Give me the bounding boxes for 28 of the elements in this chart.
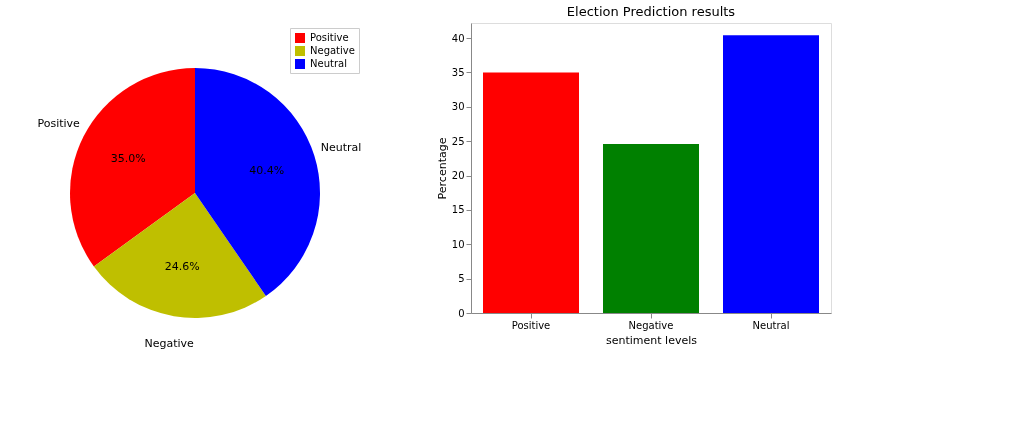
bar: [723, 35, 819, 313]
data-label: 35.0%: [110, 151, 146, 165]
bar: [603, 143, 699, 313]
x-tick-label: Negative: [628, 319, 674, 331]
y-tick-label: 10: [451, 238, 465, 250]
chart-title: Election Prediction results: [566, 4, 736, 19]
x-tick-label: Neutral: [752, 319, 790, 331]
y-tick-label: 40: [451, 32, 465, 44]
slice-label: Negative: [144, 336, 195, 350]
data-label: 40.4%: [249, 163, 285, 177]
y-tick-label: 0: [458, 307, 465, 319]
x-axis-title: sentiment levels: [606, 333, 698, 347]
y-axis-title: Percentage: [435, 137, 449, 200]
y-tick-label: 25: [451, 135, 465, 147]
y-tick-label: 5: [458, 273, 465, 285]
legend-label: Neutral: [310, 58, 347, 69]
bar: [483, 72, 579, 313]
y-tick-label: 30: [451, 101, 465, 113]
y-tick-label: 20: [451, 170, 465, 182]
data-label: 24.6%: [164, 259, 200, 273]
x-tick-label: Positive: [511, 319, 551, 331]
legend-label: Negative: [310, 45, 355, 56]
slice-label: Positive: [37, 116, 81, 130]
legend-label: Positive: [310, 32, 349, 43]
pie-slice: [93, 193, 266, 318]
slice-label: Neutral: [320, 140, 362, 154]
y-tick-label: 15: [451, 204, 465, 216]
y-tick-label: 35: [451, 66, 465, 78]
